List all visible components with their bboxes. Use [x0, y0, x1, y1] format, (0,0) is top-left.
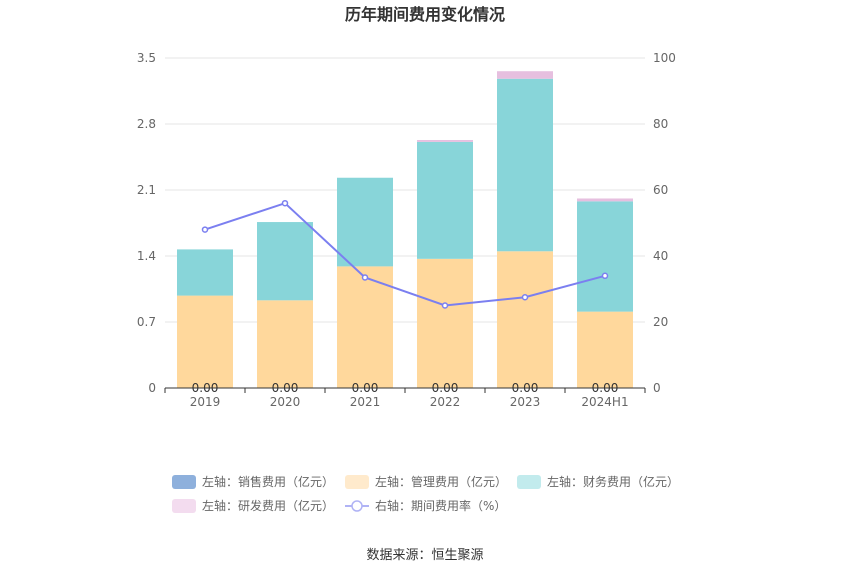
legend-label: 左轴：销售费用（亿元）	[202, 474, 334, 489]
legend: 左轴：销售费用（亿元） 左轴：管理费用（亿元） 左轴：财务费用（亿元） 左轴：研发费用…	[172, 474, 679, 513]
legend-swatch	[172, 499, 196, 513]
bar-series3-2022	[417, 140, 473, 142]
rate-line-series	[201, 199, 609, 309]
bar-series1-2021	[337, 266, 393, 388]
legend-label: 左轴：管理费用（亿元）	[375, 474, 507, 489]
right-tick-label: 0	[653, 381, 661, 395]
legend-swatch	[517, 475, 541, 489]
right-tick-label: 80	[653, 117, 668, 131]
legend-label: 左轴：研发费用（亿元）	[202, 498, 334, 513]
bar-series3-2023	[497, 71, 553, 79]
x-tick-label: 2023	[510, 395, 541, 409]
bar-data-label: 0.00	[352, 381, 379, 395]
right-tick-label: 100	[653, 51, 676, 65]
legend-swatch	[172, 475, 196, 489]
rate-point-2021	[361, 274, 369, 281]
bar-series2-2023	[497, 78, 553, 252]
bar-series1-2022	[417, 258, 473, 388]
legend-swatch	[345, 475, 369, 489]
grid-lines	[165, 57, 645, 323]
bar-series2-2024H1	[577, 201, 633, 312]
x-tick-label: 2021	[350, 395, 381, 409]
bar-series2-2021	[337, 177, 393, 267]
left-tick-label: 1.4	[137, 249, 156, 263]
legend-label: 右轴：期间费用率（%）	[375, 498, 506, 513]
bar-data-label: 0.00	[192, 381, 219, 395]
rate-point-2023	[521, 294, 529, 301]
source-note: 数据来源：恒生聚源	[366, 548, 483, 563]
x-axis: 2019 2020 2021 2022 2023 2024H1	[164, 388, 646, 409]
rate-point-2022	[441, 302, 449, 309]
right-tick-label: 40	[653, 249, 668, 263]
x-tick-label: 2019	[190, 395, 221, 409]
chart-title: 历年期间费用变化情况	[345, 5, 505, 24]
right-tick-label: 20	[653, 315, 668, 329]
rate-point-2019	[201, 226, 209, 233]
data-labels: 0.00 0.00 0.00 0.00 0.00 0.00	[192, 381, 619, 395]
right-tick-label: 60	[653, 183, 668, 197]
rate-point-2020	[281, 199, 289, 207]
x-tick-label: 2020	[270, 395, 301, 409]
bar-series3-2024H1	[577, 198, 633, 202]
bar-data-label: 0.00	[592, 381, 619, 395]
bar-series2-2022	[417, 141, 473, 259]
bar-series1-2024H1	[577, 311, 633, 388]
bar-data-label: 0.00	[512, 381, 539, 395]
x-tick-label: 2022	[430, 395, 461, 409]
left-tick-label: 0	[148, 381, 156, 395]
left-tick-label: 2.8	[137, 117, 156, 131]
bar-series	[177, 71, 633, 388]
rate-point-2024H1	[601, 272, 609, 280]
bar-series1-2019	[177, 295, 233, 388]
legend-marker	[351, 500, 363, 512]
right-axis: 0 20 40 60 80 100	[653, 51, 676, 395]
bar-data-label: 0.00	[432, 381, 459, 395]
left-tick-label: 0.7	[137, 315, 156, 329]
left-tick-label: 2.1	[137, 183, 156, 197]
x-tick-label: 2024H1	[581, 395, 628, 409]
bar-series2-2019	[177, 249, 233, 296]
bar-series2-2020	[257, 222, 313, 301]
left-axis: 0 0.7 1.4 2.1 2.8 3.5	[137, 51, 156, 395]
left-tick-label: 3.5	[137, 51, 156, 65]
bar-series1-2020	[257, 300, 313, 388]
rate-line-path	[204, 202, 606, 307]
bar-series1-2023	[497, 251, 553, 388]
bar-data-label: 0.00	[272, 381, 299, 395]
legend-label: 左轴：财务费用（亿元）	[547, 474, 679, 489]
